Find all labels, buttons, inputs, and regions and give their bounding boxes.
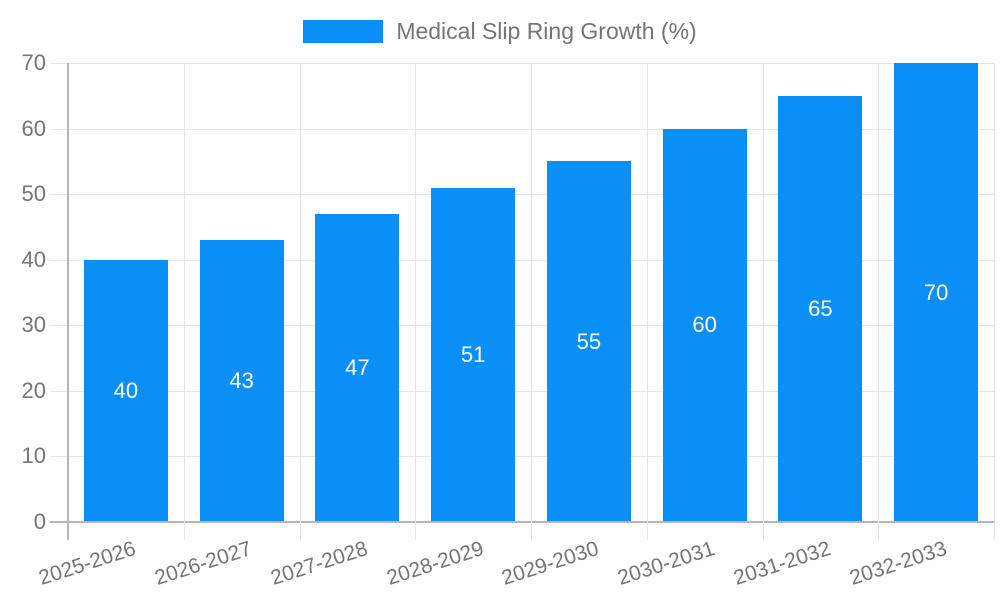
x-tick-label: 2029-2030 xyxy=(499,537,602,590)
y-tick-label: 10 xyxy=(21,443,46,469)
x-tick-label: 2031-2032 xyxy=(730,537,834,590)
y-tick-label: 20 xyxy=(21,377,46,403)
y-gridline xyxy=(50,456,994,457)
x-gridline xyxy=(647,63,648,540)
chart-legend[interactable]: Medical Slip Ring Growth (%) xyxy=(0,18,1000,45)
y-gridline xyxy=(50,194,994,195)
bar[interactable] xyxy=(83,259,168,521)
y-gridline xyxy=(50,129,994,130)
y-gridline xyxy=(50,391,994,392)
legend-swatch-icon xyxy=(303,20,384,43)
bar[interactable] xyxy=(431,187,516,521)
bar-value-label: 70 xyxy=(923,279,949,305)
x-gridline xyxy=(415,63,416,540)
x-gridline xyxy=(878,63,879,540)
bar-value-label: 65 xyxy=(808,295,833,321)
x-tick-label: 2025-2026 xyxy=(36,537,139,590)
x-tick-label: 2026-2027 xyxy=(152,537,255,590)
y-tick-label: 60 xyxy=(21,115,46,141)
x-gridline xyxy=(763,63,764,540)
y-gridline xyxy=(50,260,994,261)
bar[interactable] xyxy=(199,240,284,521)
y-gridline xyxy=(50,325,994,326)
y-gridline xyxy=(50,63,994,64)
x-gridline xyxy=(994,63,995,540)
bar-value-label: 47 xyxy=(345,354,370,380)
bar[interactable] xyxy=(778,95,863,521)
bar-value-label: 60 xyxy=(692,312,717,338)
x-tick-label: 2028-2029 xyxy=(383,537,487,590)
x-axis-baseline xyxy=(50,521,994,523)
x-gridline xyxy=(300,63,301,540)
legend-label: Medical Slip Ring Growth (%) xyxy=(396,18,697,44)
bar[interactable] xyxy=(546,161,631,521)
x-tick-label: 2027-2028 xyxy=(267,537,371,590)
bar[interactable] xyxy=(315,213,400,521)
x-gridline xyxy=(184,63,185,540)
bar-value-label: 51 xyxy=(460,341,486,367)
y-tick-label: 40 xyxy=(21,246,46,272)
y-tick-label: 50 xyxy=(21,181,46,207)
y-tick-label: 30 xyxy=(21,312,46,338)
y-tick-label: 0 xyxy=(33,509,46,534)
x-tick-label: 2030-2031 xyxy=(615,537,718,590)
x-gridline xyxy=(531,63,532,540)
bar[interactable] xyxy=(662,128,747,521)
y-tick-label: 70 xyxy=(21,50,46,75)
bar-value-label: 40 xyxy=(113,377,139,403)
y-axis-line xyxy=(67,63,69,540)
bar-value-label: 55 xyxy=(576,328,602,354)
bar-value-label: 43 xyxy=(229,368,254,394)
bar[interactable] xyxy=(894,63,979,521)
x-tick-label: 2032-2033 xyxy=(846,537,950,590)
